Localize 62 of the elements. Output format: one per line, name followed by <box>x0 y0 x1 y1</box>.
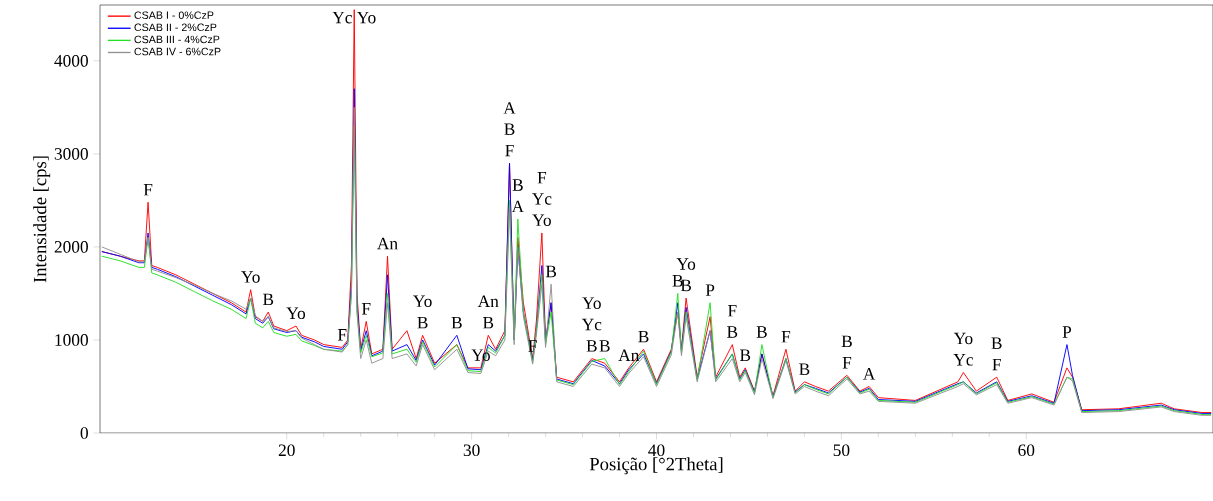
annotation: B <box>504 123 515 135</box>
annotation: Yo <box>953 332 973 345</box>
annotation: B <box>680 279 692 292</box>
x-tick-label: 40 <box>648 444 665 457</box>
x-tick-label: 60 <box>1018 444 1035 457</box>
y-tick-label: 1000 <box>55 334 88 346</box>
annotation: B <box>727 326 738 338</box>
annotation: A <box>863 368 876 380</box>
legend-label: CSAB II - 2%CzP <box>134 23 217 32</box>
legend-label: CSAB I - 0%CzP <box>134 11 214 19</box>
annotation: B <box>586 340 597 352</box>
annotation: B <box>512 179 523 191</box>
annotation: F <box>842 357 852 369</box>
annotation: A <box>503 102 516 114</box>
annotation: Yc <box>531 193 552 205</box>
annotation: P <box>705 284 715 296</box>
annotation: Yc <box>581 318 602 331</box>
x-axis-title: Posição [°2Theta] <box>589 457 723 475</box>
x-tick-label: 50 <box>833 444 850 457</box>
annotation: F <box>537 172 547 184</box>
annotation: Yo <box>532 214 551 227</box>
annotation: B <box>991 337 1002 349</box>
annotation: P <box>1062 326 1072 338</box>
annotation: B <box>545 265 557 278</box>
annotation: F <box>143 183 153 196</box>
y-tick-label: 2000 <box>54 241 88 253</box>
annotation: Yo <box>582 297 601 309</box>
annotation: Yc <box>953 354 973 366</box>
annotation: A <box>511 200 524 213</box>
annotation: B <box>451 316 462 329</box>
annotation: B <box>841 335 852 348</box>
annotation: B <box>756 326 767 338</box>
annotation: B <box>672 275 683 287</box>
annotation: F <box>505 144 514 157</box>
annotation: An <box>477 295 499 308</box>
y-tick-label: 4000 <box>54 54 88 67</box>
x-tick-label: 30 <box>463 444 480 457</box>
annotation: F <box>727 304 737 317</box>
annotation: An <box>377 237 398 250</box>
annotation: F <box>781 330 791 343</box>
annotation: B <box>638 330 649 343</box>
y-axis-title: Intensidade [cps] <box>33 156 51 283</box>
annotation: B <box>417 316 428 329</box>
y-tick-label: 3000 <box>54 148 88 160</box>
annotation: Yo <box>241 271 260 283</box>
annotation: B <box>482 316 494 329</box>
annotation: F <box>361 303 371 315</box>
annotation: B <box>599 340 610 352</box>
annotation: Yo <box>413 295 432 308</box>
annotation: Yo <box>676 258 696 270</box>
x-tick-label: 20 <box>278 444 295 457</box>
legend-label: CSAB IV - 6%CzP <box>134 47 221 56</box>
y-tick-label: 0 <box>80 427 88 439</box>
annotation: F <box>337 329 347 341</box>
annotation: B <box>262 293 274 306</box>
annotation: B <box>799 363 810 375</box>
annotation: F <box>992 358 1001 371</box>
annotation: An <box>618 349 640 361</box>
annotation: Yo <box>286 307 306 320</box>
annotation: Yc Yo <box>332 11 376 24</box>
legend-label: CSAB III - 4%CzP <box>134 35 220 44</box>
annotation: B <box>739 349 751 361</box>
